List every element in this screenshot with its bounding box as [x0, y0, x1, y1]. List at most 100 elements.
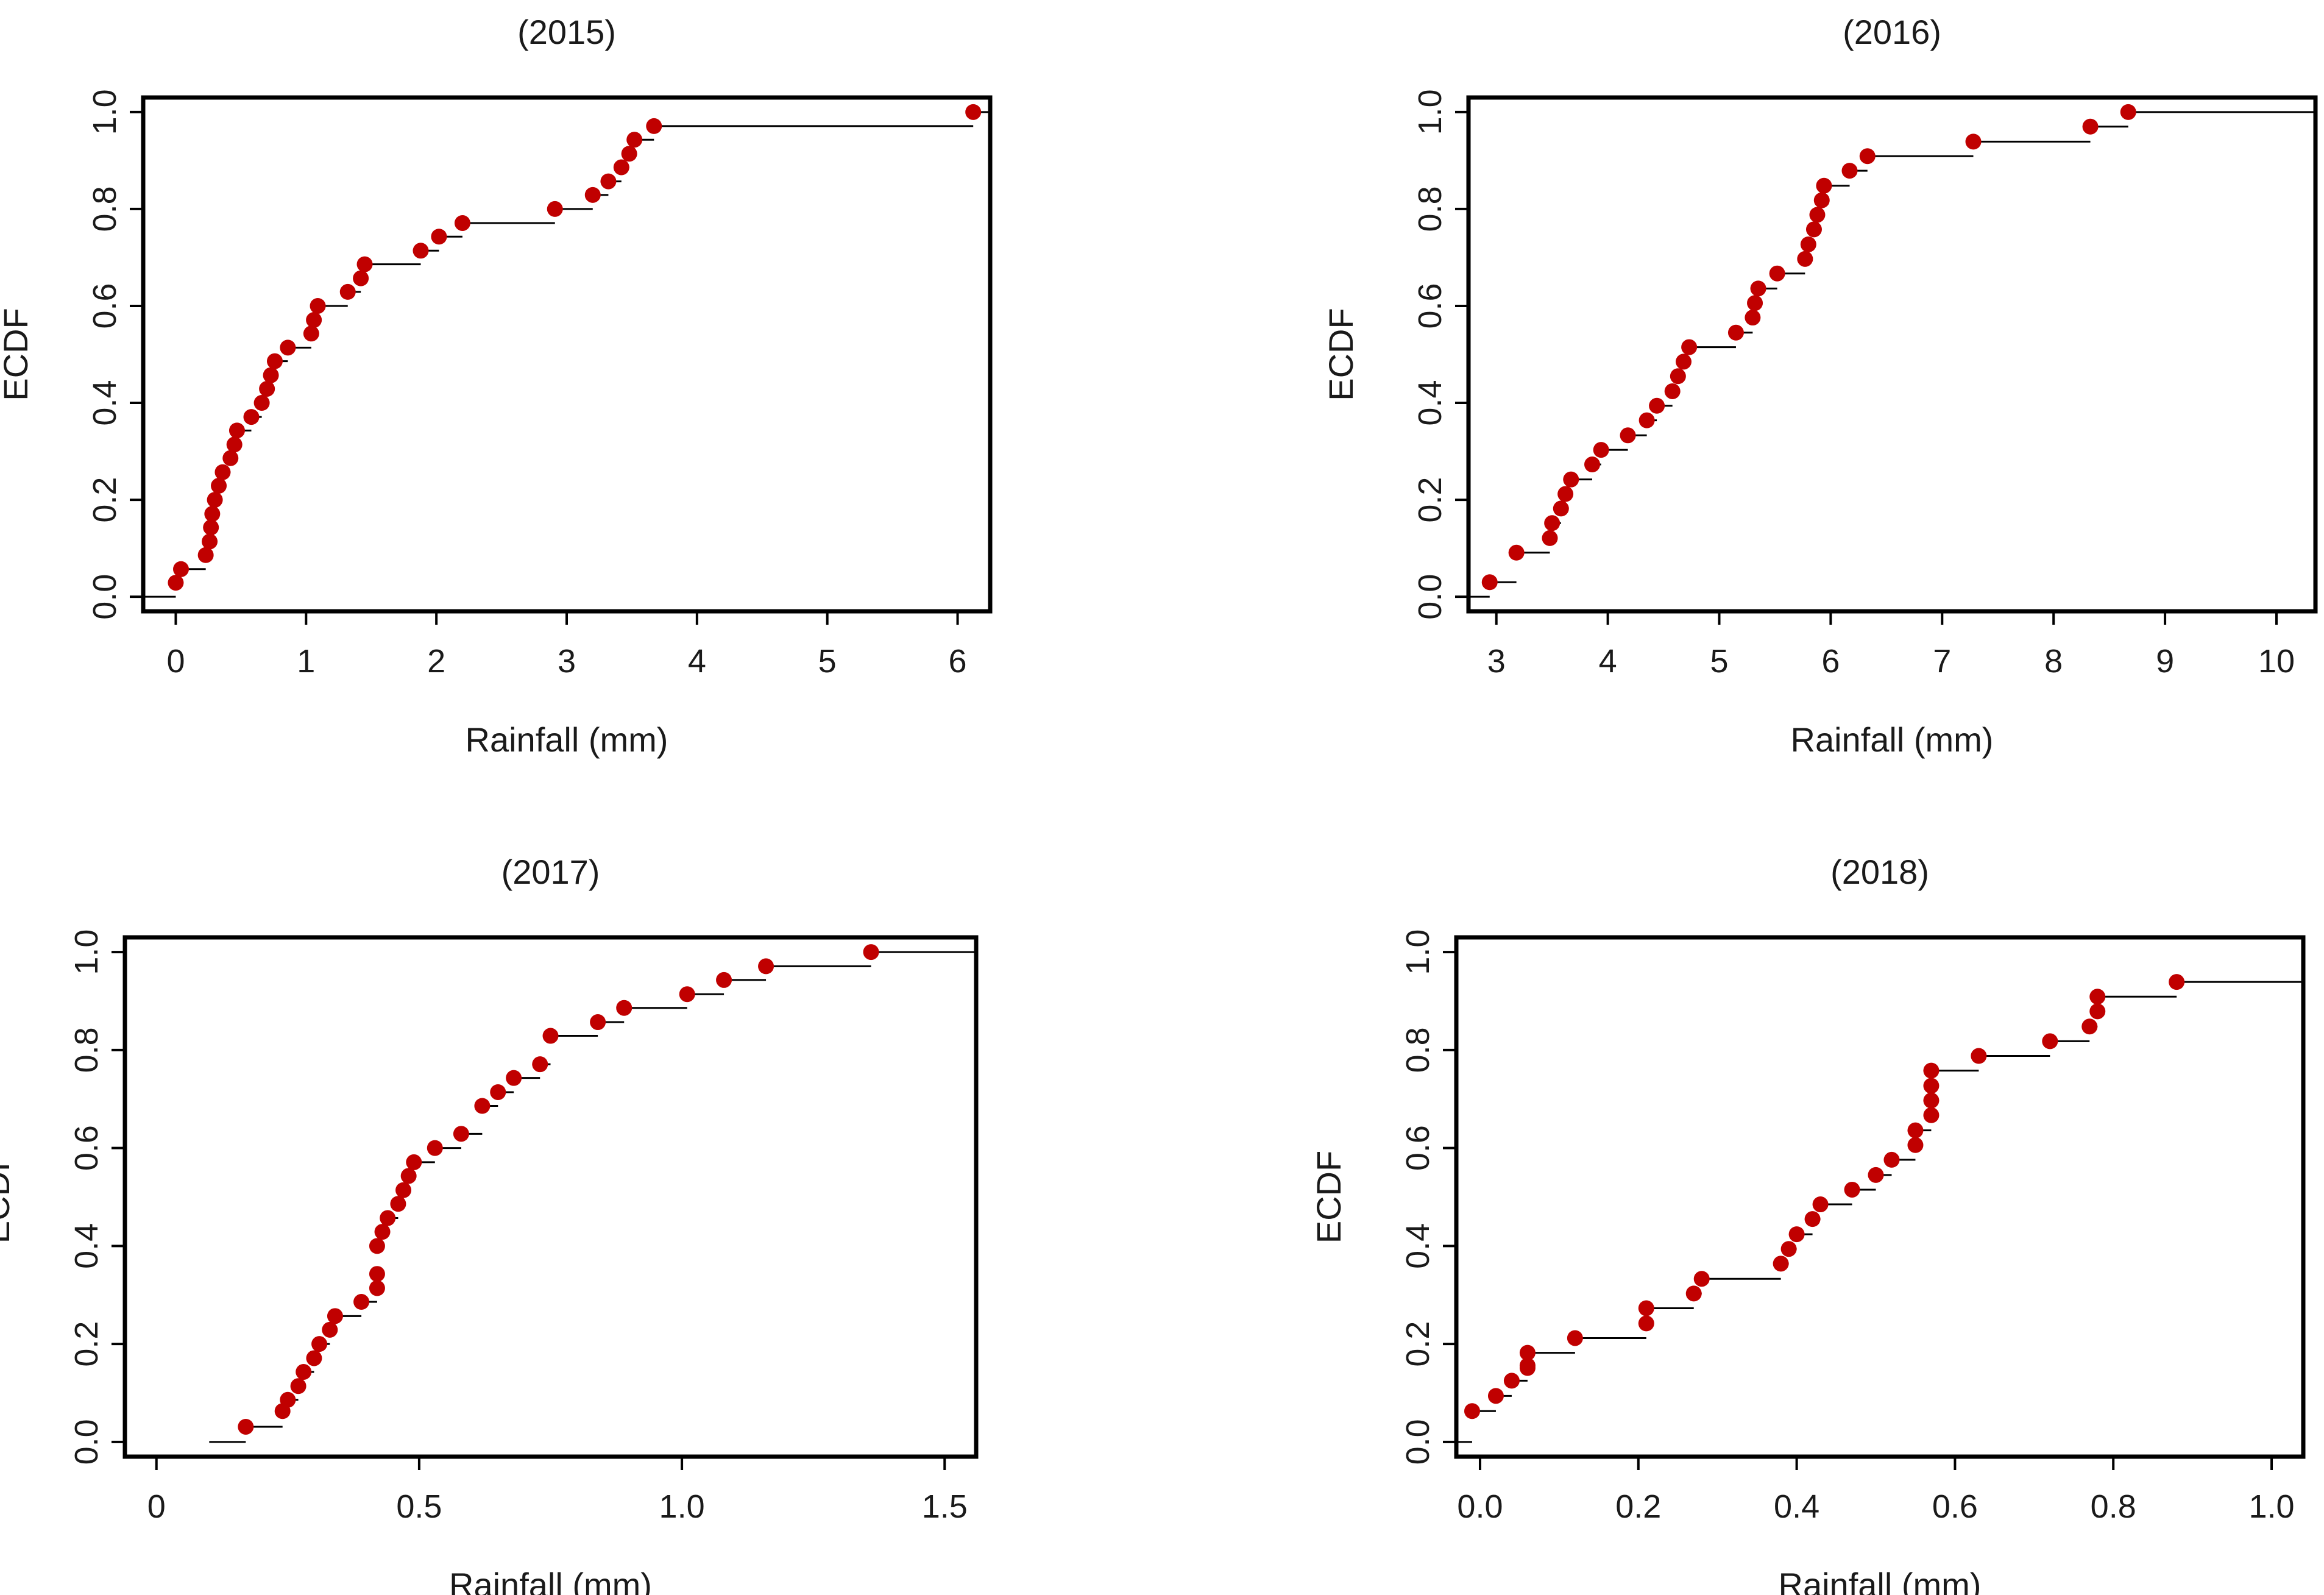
ecdf-point — [1773, 1256, 1789, 1272]
ecdf-point — [621, 146, 637, 162]
x-tick-label: 3 — [1487, 643, 1506, 680]
y-tick-label: 0.8 — [1412, 186, 1448, 232]
y-tick-label: 0.4 — [1400, 1223, 1436, 1269]
y-tick-label: 0.0 — [1400, 1419, 1436, 1465]
x-tick-label: 2 — [427, 643, 445, 680]
y-tick-label: 0.2 — [1400, 1321, 1436, 1367]
ecdf-point — [327, 1308, 343, 1324]
ecdf-point — [1745, 310, 1761, 326]
ecdf-point — [532, 1056, 548, 1073]
ecdf-point — [1809, 207, 1826, 223]
ecdf-point — [1813, 192, 1830, 208]
ecdf-point — [1965, 133, 1982, 150]
ecdf-point — [584, 186, 601, 203]
x-tick-label: 7 — [1933, 643, 1951, 680]
ecdf-point — [1868, 1167, 1884, 1183]
ecdf-point — [353, 1294, 370, 1310]
x-tick-label: 5 — [818, 643, 837, 680]
ecdf-point — [211, 478, 227, 494]
ecdf-point — [1780, 1241, 1797, 1257]
ecdf-point — [626, 132, 643, 148]
ecdf-point — [2120, 104, 2136, 120]
ecdf-point — [646, 118, 662, 134]
ecdf-point — [1503, 1373, 1520, 1389]
x-axis-label: Rainfall (mm) — [449, 1566, 652, 1595]
x-tick-label: 0.8 — [2091, 1488, 2136, 1525]
ecdf-point — [474, 1098, 491, 1114]
x-axis-label: Rainfall (mm) — [1791, 720, 1994, 759]
y-tick-label: 0.2 — [68, 1321, 105, 1367]
ecdf-point — [1812, 1196, 1829, 1213]
chart-title: (2016) — [1843, 13, 1941, 51]
ecdf-point — [243, 409, 260, 425]
ecdf-point — [311, 1336, 328, 1352]
x-tick-label: 0.4 — [1774, 1488, 1819, 1525]
y-tick-label: 0.4 — [68, 1223, 105, 1269]
ecdf-point — [1844, 1181, 1860, 1198]
y-axis-label: ECDF — [0, 1151, 16, 1243]
ecdf-point — [547, 201, 563, 217]
ecdf-point — [1519, 1345, 1536, 1361]
ecdf-point — [1907, 1137, 1924, 1153]
ecdf-point — [1923, 1062, 1940, 1079]
x-tick-label: 9 — [2156, 643, 2174, 680]
y-tick-label: 0.6 — [1412, 283, 1448, 329]
ecdf-point — [369, 1266, 385, 1282]
ecdf-point — [1685, 1285, 1702, 1302]
ecdf-point — [1971, 1048, 1987, 1064]
y-tick-label: 0.6 — [1400, 1125, 1436, 1171]
x-axis-label: Rainfall (mm) — [466, 720, 668, 759]
y-tick-label: 0.2 — [1412, 477, 1448, 523]
x-tick-label: 0.6 — [1932, 1488, 1978, 1525]
ecdf-point — [1638, 412, 1655, 428]
ecdf-point — [863, 944, 879, 961]
ecdf-point — [1923, 1107, 1940, 1123]
ecdf-point — [454, 215, 470, 231]
ecdf-point — [259, 380, 275, 397]
x-tick-label: 0.0 — [1457, 1488, 1503, 1525]
y-tick-label: 1.0 — [1400, 929, 1436, 975]
y-axis-label: ECDF — [0, 308, 35, 400]
x-tick-label: 6 — [949, 643, 967, 680]
ecdf-point — [395, 1182, 412, 1198]
ecdf-point — [600, 173, 617, 190]
ecdf-point — [369, 1238, 385, 1254]
ecdf-point — [1681, 339, 1698, 355]
x-tick-label: 0 — [147, 1488, 166, 1525]
ecdf-point — [356, 256, 373, 272]
y-tick-label: 0.4 — [87, 380, 123, 425]
ecdf-point — [1649, 397, 1665, 414]
ecdf-point — [1508, 544, 1525, 561]
ecdf-point — [222, 450, 239, 466]
chart-panel-2016: (2016) Rainfall (mm) ECDF 3 4 5 6 7 8 9 10 0.0 0.2 0.… — [1322, 13, 2318, 759]
ecdf-point — [1923, 1078, 1940, 1094]
ecdf-point — [203, 519, 219, 536]
ecdf-points — [1481, 104, 2136, 591]
ecdf-point — [1841, 163, 1858, 179]
ecdf-point — [263, 367, 279, 383]
x-tick-label: 1.0 — [2248, 1488, 2294, 1525]
ecdf-point — [204, 506, 221, 522]
y-tick-label: 1.0 — [68, 929, 105, 975]
ecdf-point — [1567, 1330, 1583, 1346]
chart-title: (2015) — [517, 13, 616, 51]
x-axis-label: Rainfall (mm) — [1779, 1566, 1982, 1595]
ecdf-point — [303, 325, 319, 342]
ecdf-point — [1664, 383, 1681, 399]
ecdf-point — [173, 561, 190, 577]
ecdf-point — [616, 1000, 632, 1016]
chart-panel-2018: (2018) Rainfall (mm) ECDF 0.0 0.2 0.4 0.6 0.8 1.… — [1309, 853, 2306, 1595]
ecdf-point — [1481, 574, 1498, 591]
ecdf-point — [280, 339, 296, 356]
ecdf-point — [590, 1014, 606, 1031]
y-tick-label: 0.8 — [68, 1027, 105, 1073]
ecdf-point — [1907, 1122, 1924, 1139]
ecdf-point — [1797, 250, 1813, 267]
ecdf-point — [758, 958, 774, 975]
y-tick-label: 0.4 — [1412, 380, 1448, 425]
ecdf-steps — [1456, 981, 2303, 1443]
ecdf-point — [2082, 118, 2099, 135]
ecdf-point — [1593, 442, 1609, 458]
ecdf-point — [2089, 989, 2106, 1005]
ecdf-point — [679, 986, 695, 1003]
